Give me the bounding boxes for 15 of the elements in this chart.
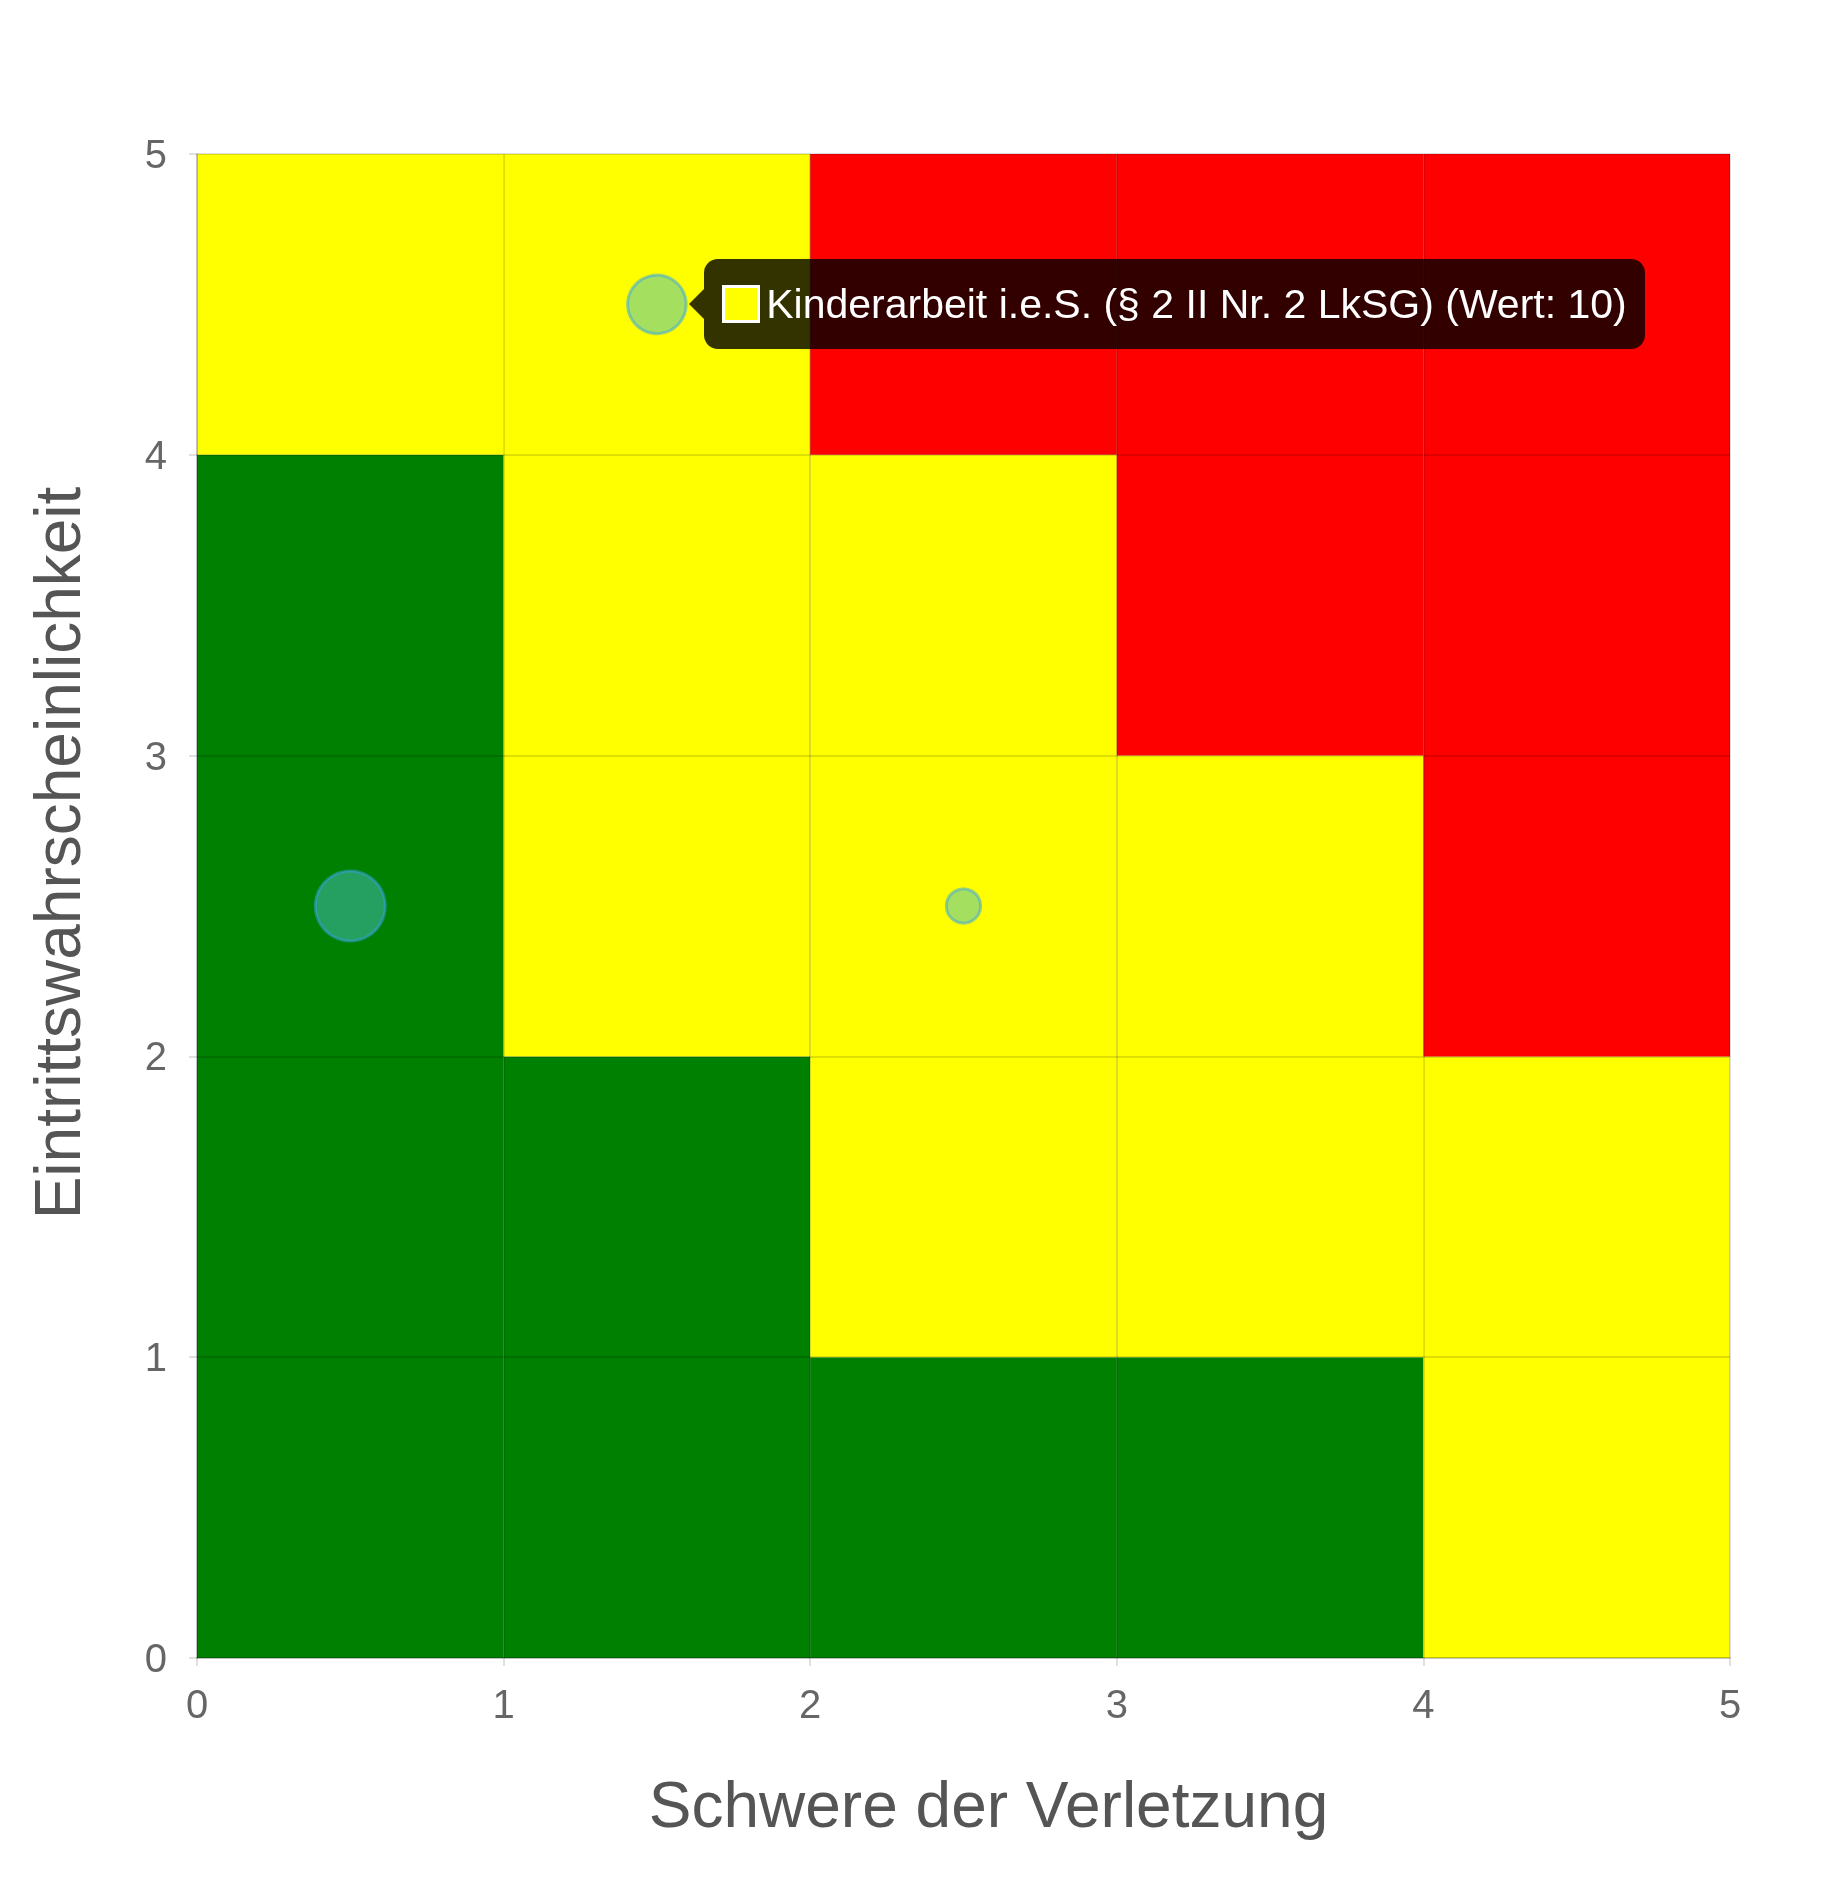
- y-tick-label: 0: [144, 1636, 167, 1680]
- y-tick-label: 3: [144, 733, 167, 778]
- x-tick-label: 5: [1718, 1682, 1742, 1726]
- y-tick-label: 2: [144, 1034, 167, 1079]
- y-axis-title: Eintrittswahrscheinlichkeit: [22, 486, 94, 1220]
- x-tick-label: 1: [492, 1682, 515, 1726]
- y-tick-label: 5: [144, 132, 167, 176]
- y-tick-label: 4: [144, 432, 167, 477]
- x-tick-label: 4: [1412, 1682, 1435, 1726]
- x-tick-label: 3: [1105, 1682, 1128, 1726]
- x-tick-label: 2: [799, 1682, 822, 1726]
- x-axis-title: Schwere der Verletzung: [648, 1769, 1329, 1841]
- x-tick-label: 0: [185, 1682, 209, 1726]
- y-tick-label: 1: [144, 1335, 167, 1380]
- annotation: Kinderarbeit i.e.S. (§ 2 II Nr. 2 LkSG) (Wert: 10): [766, 280, 1627, 329]
